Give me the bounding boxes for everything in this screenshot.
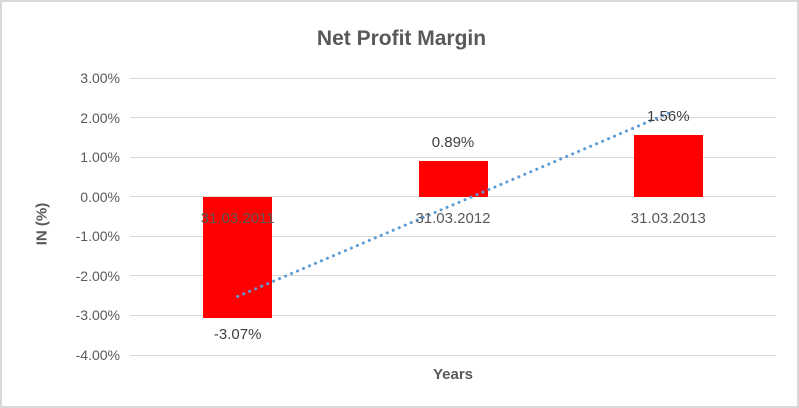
x-axis-title: Years — [432, 366, 474, 383]
y-tick-label: 0.00% — [80, 188, 120, 205]
x-category-label: 31.03.2013 — [630, 209, 706, 227]
bar-31.03.2012 — [418, 161, 488, 197]
y-tick-label: 2.00% — [80, 109, 120, 126]
x-category-label: 31.03.2012 — [415, 209, 491, 227]
y-tick-label: -2.00% — [75, 267, 120, 284]
data-label: 1.56% — [647, 107, 690, 125]
y-tick-label: 3.00% — [80, 70, 120, 86]
bar-31.03.2013 — [633, 134, 703, 197]
x-category-label: 31.03.2011 — [200, 209, 275, 227]
data-label: -3.07% — [213, 326, 262, 344]
y-tick-label: -4.00% — [75, 347, 120, 363]
y-tick-label: -3.00% — [75, 307, 120, 324]
y-tick-label: -1.00% — [75, 228, 120, 245]
gridline — [130, 354, 776, 356]
gridline — [130, 314, 776, 316]
y-tick-label: 1.00% — [80, 149, 120, 166]
chart-title: Net Profit Margin — [316, 27, 487, 50]
data-label: 0.89% — [431, 134, 475, 152]
gridline — [130, 77, 776, 79]
